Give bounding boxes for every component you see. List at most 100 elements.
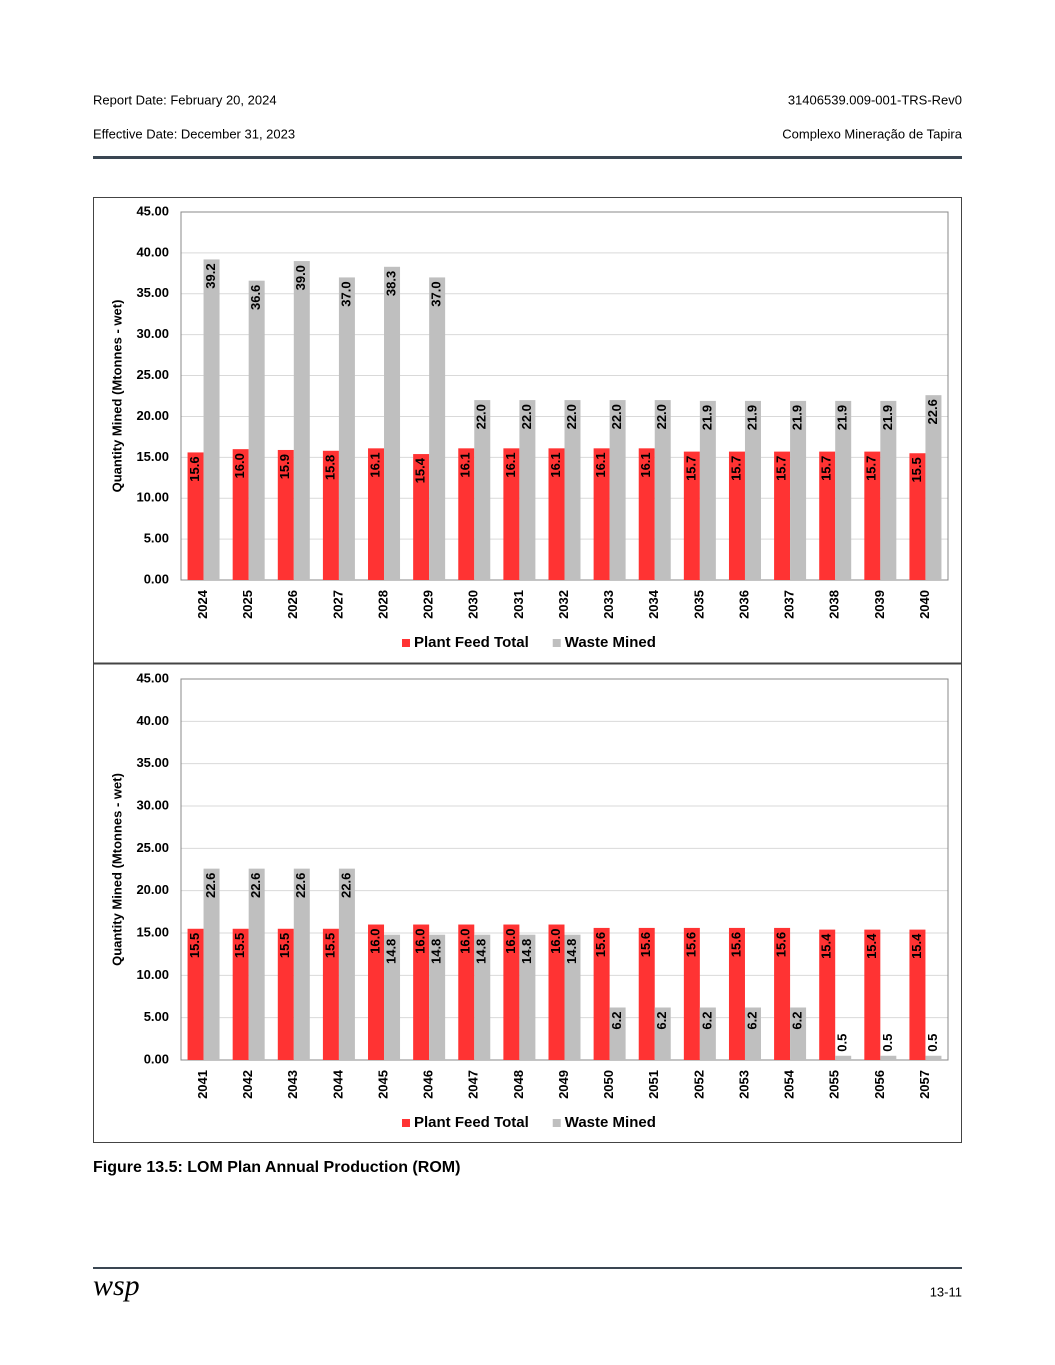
y-tick-label: 45.00 <box>136 203 169 218</box>
y-tick-label: 10.00 <box>136 967 169 982</box>
data-label: 14.8 <box>519 939 534 964</box>
bar <box>413 924 430 1060</box>
data-label: 39.0 <box>293 265 308 290</box>
project: Complexo Mineração de Tapira <box>782 126 962 141</box>
x-tick-label: 2039 <box>872 590 887 619</box>
bar <box>728 451 745 580</box>
y-tick-label: 15.00 <box>136 449 169 464</box>
page-number: 13-11 <box>930 1284 962 1299</box>
bar <box>384 266 401 580</box>
data-label: 21.9 <box>744 405 759 430</box>
x-tick-label: 2028 <box>375 590 390 619</box>
data-label: 16.1 <box>593 452 608 477</box>
legend-swatch <box>552 1119 561 1127</box>
data-label: 16.1 <box>367 452 382 477</box>
x-tick-label: 2024 <box>195 589 210 619</box>
data-label: 16.1 <box>458 452 473 477</box>
x-tick-label: 2038 <box>827 590 842 619</box>
data-label: 15.7 <box>864 456 879 481</box>
data-label: 6.2 <box>654 1012 669 1030</box>
x-tick-label: 2054 <box>782 1069 797 1099</box>
legend-label: Waste Mined <box>565 634 656 651</box>
x-tick-label: 2026 <box>285 590 300 619</box>
legend-swatch <box>552 639 561 647</box>
data-label: 16.0 <box>367 929 382 954</box>
x-tick-label: 2057 <box>917 1070 932 1099</box>
data-label: 15.6 <box>683 932 698 957</box>
data-label: 15.8 <box>322 455 337 480</box>
bar <box>338 868 355 1060</box>
caption: Figure 13.5: LOM Plan Annual Production … <box>93 1159 460 1176</box>
data-label: 15.7 <box>728 456 743 481</box>
header-rule <box>93 156 962 159</box>
data-label: 15.7 <box>819 456 834 481</box>
legend-swatch <box>402 1119 410 1127</box>
bar <box>790 400 807 580</box>
y-tick-label: 20.00 <box>136 882 169 897</box>
x-tick-label: 2037 <box>782 590 797 619</box>
y-tick-label: 35.00 <box>136 285 169 300</box>
bar <box>413 454 430 580</box>
x-tick-label: 2027 <box>330 590 345 619</box>
bar <box>638 927 655 1060</box>
y-tick-label: 15.00 <box>136 924 169 939</box>
data-label: 15.5 <box>277 933 292 958</box>
data-label: 14.8 <box>383 939 398 964</box>
logo: wsp <box>93 1269 140 1302</box>
bar <box>248 868 265 1060</box>
x-tick-label: 2040 <box>917 590 932 619</box>
data-label: 6.2 <box>790 1012 805 1030</box>
bar <box>744 400 761 580</box>
bar <box>925 395 942 580</box>
data-label: 22.6 <box>248 873 263 898</box>
x-tick-label: 2036 <box>736 590 751 619</box>
x-tick-label: 2052 <box>691 1070 706 1099</box>
bar <box>774 927 791 1060</box>
data-label: 15.5 <box>322 933 337 958</box>
bar <box>232 449 249 580</box>
bar <box>654 400 671 580</box>
bar <box>699 400 716 580</box>
y-tick-label: 30.00 <box>136 797 169 812</box>
bar <box>322 450 339 580</box>
bar <box>338 277 355 580</box>
bar <box>819 929 836 1060</box>
bar <box>548 924 565 1060</box>
data-label: 22.0 <box>654 404 669 429</box>
bar <box>593 448 610 580</box>
data-label: 22.0 <box>564 404 579 429</box>
bar <box>819 451 836 580</box>
y-tick-label: 5.00 <box>144 531 169 546</box>
effective-date: Effective Date: December 31, 2023 <box>93 126 295 141</box>
data-label: 16.0 <box>548 929 563 954</box>
data-label: 0.5 <box>925 1034 940 1052</box>
data-label: 16.0 <box>503 929 518 954</box>
y-tick-label: 0.00 <box>144 1051 169 1066</box>
bar <box>429 934 446 1060</box>
data-label: 36.6 <box>248 285 263 310</box>
bar <box>519 400 536 580</box>
data-label: 6.2 <box>609 1012 624 1030</box>
x-tick-label: 2049 <box>556 1070 571 1099</box>
x-tick-label: 2025 <box>240 590 255 619</box>
data-label: 16.0 <box>413 929 428 954</box>
data-label: 22.6 <box>925 399 940 424</box>
y-tick-label: 25.00 <box>136 367 169 382</box>
bar <box>519 934 536 1060</box>
data-label: 14.8 <box>564 939 579 964</box>
bar <box>609 1007 626 1060</box>
x-tick-label: 2042 <box>240 1070 255 1099</box>
bar <box>564 400 581 580</box>
data-label: 15.7 <box>683 456 698 481</box>
x-tick-label: 2029 <box>421 590 436 619</box>
x-tick-label: 2044 <box>330 1069 345 1099</box>
bar <box>654 1007 671 1060</box>
bar <box>203 868 220 1060</box>
bar <box>774 451 791 580</box>
data-label: 16.0 <box>458 929 473 954</box>
data-label: 16.1 <box>503 452 518 477</box>
data-label: 16.1 <box>548 452 563 477</box>
data-label: 22.6 <box>338 873 353 898</box>
x-tick-label: 2045 <box>375 1070 390 1099</box>
